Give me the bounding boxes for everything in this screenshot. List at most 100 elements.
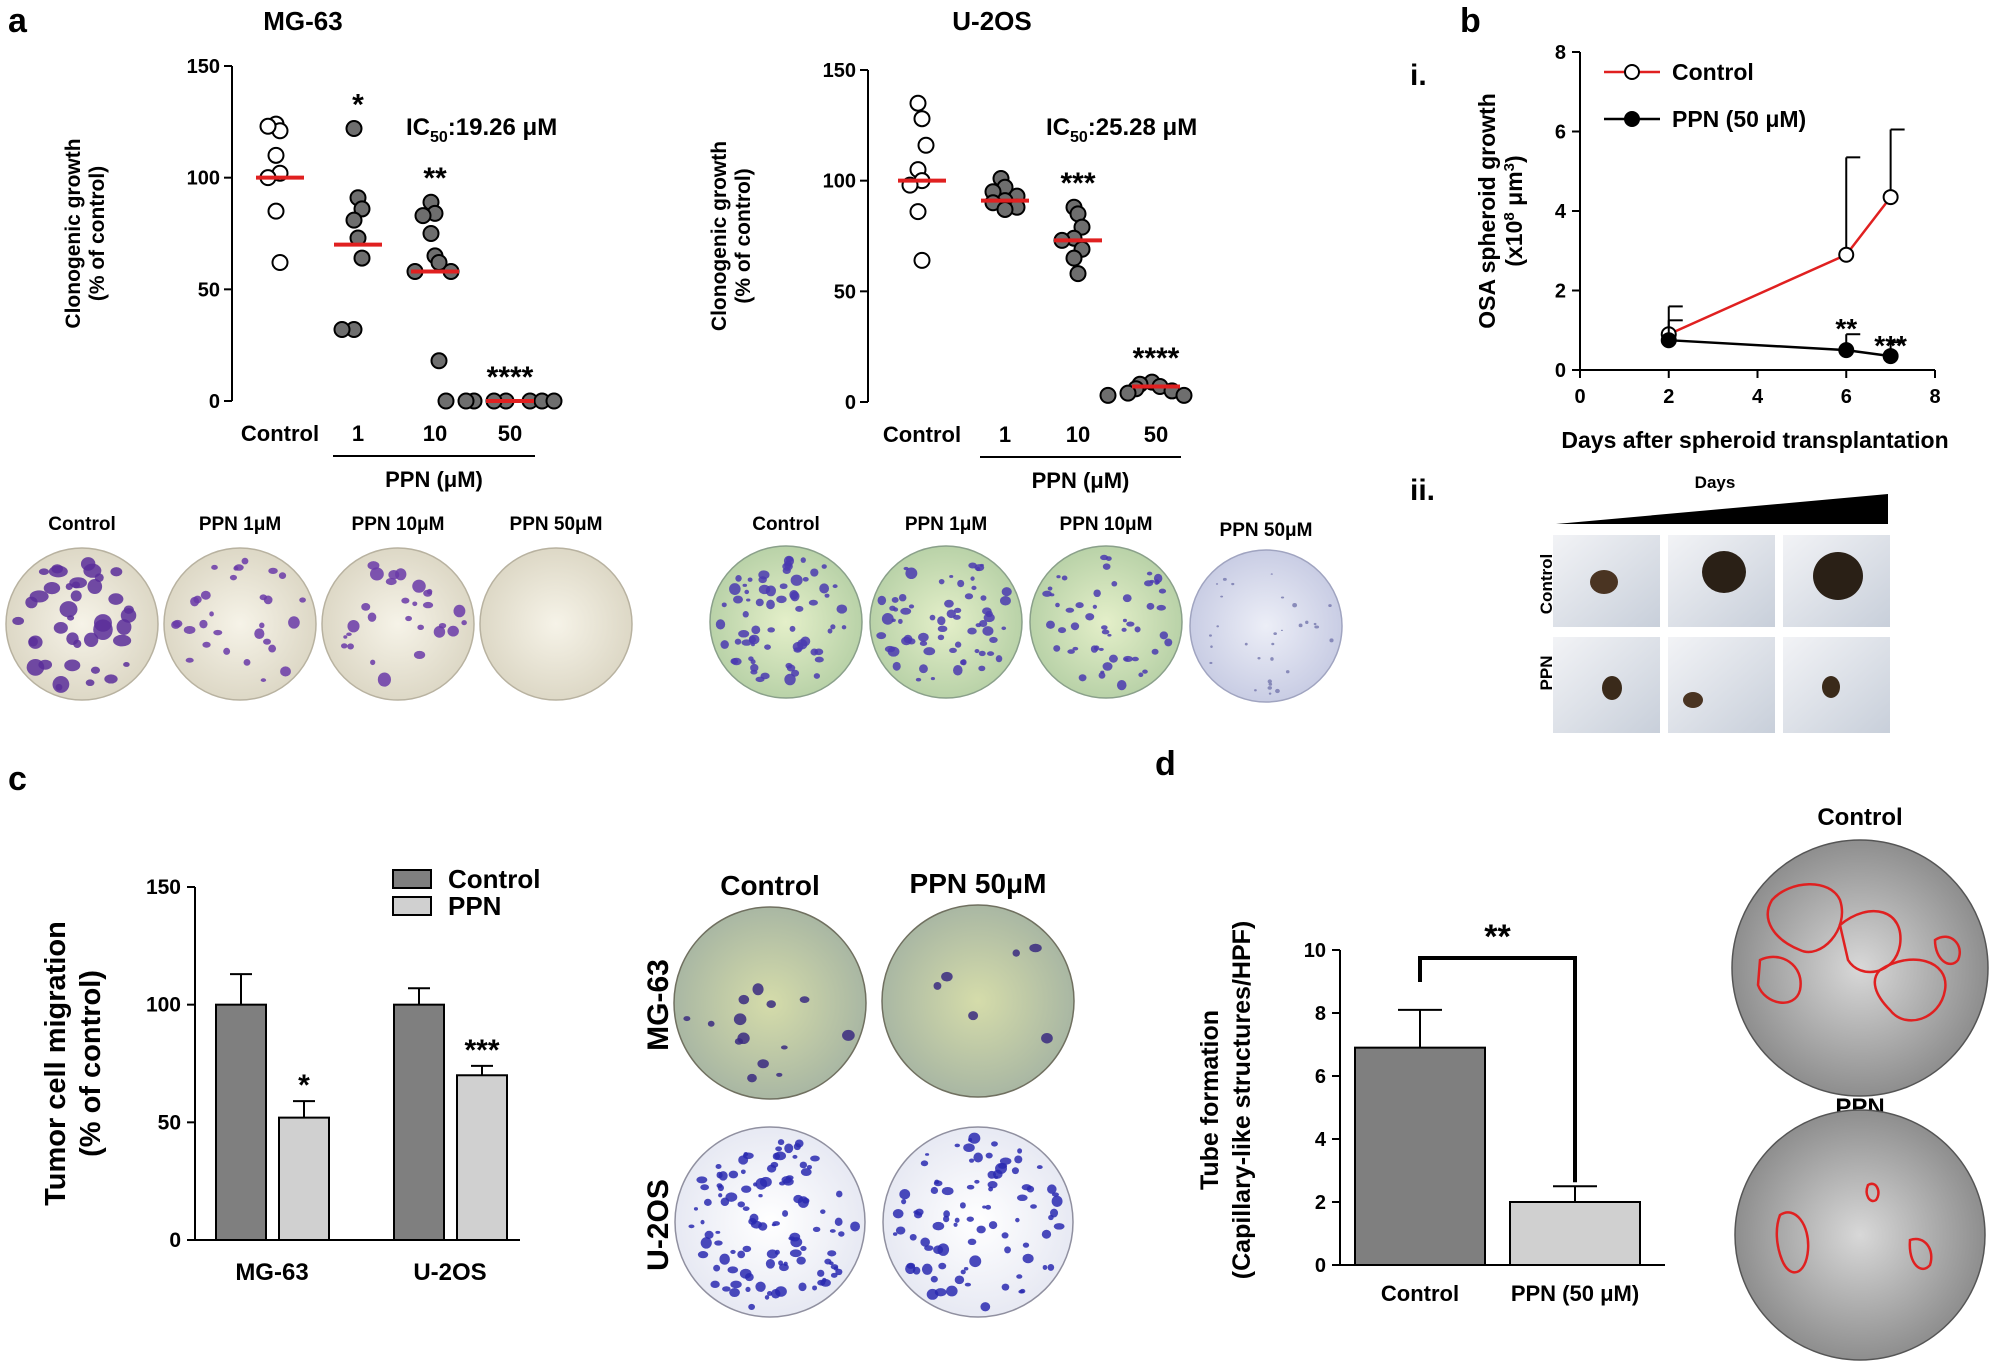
stained-colony — [800, 557, 806, 563]
stained-colony — [172, 619, 183, 628]
spheroid-row-label-ppn: PPN — [1537, 656, 1556, 691]
stained-colony — [280, 666, 291, 677]
stained-colony — [185, 657, 194, 663]
data-point — [1882, 189, 1899, 206]
stained-colony — [209, 611, 214, 617]
stained-colony — [898, 618, 903, 624]
y-tick-label: 4 — [1315, 1129, 1327, 1151]
stained-colony — [758, 1194, 763, 1198]
stained-colony — [755, 676, 765, 683]
stained-colony — [980, 595, 987, 601]
stained-colony — [721, 602, 727, 608]
panel-b-i-label: i. — [1410, 59, 1427, 92]
x-tick-label: 0 — [1574, 386, 1585, 408]
spheroid-growth-chart: 0 2 4 6 8 0 2 4 6 8 Days after spheroid transplant… — [1474, 42, 1949, 453]
stained-colony — [934, 1288, 947, 1297]
spheroid-row-label-control: Control — [1537, 554, 1556, 614]
stained-colony — [347, 619, 360, 633]
stained-colony — [841, 625, 847, 630]
stained-colony — [1271, 642, 1275, 646]
data-point — [437, 392, 455, 410]
stained-colony — [954, 641, 962, 648]
stained-colony — [750, 663, 759, 672]
spheroid-blob — [1602, 676, 1622, 700]
stained-colony — [980, 1302, 991, 1312]
mg63-dish-label-ppn50: PPN 50μM — [510, 514, 603, 535]
x-tick-label: Control — [883, 422, 961, 447]
stained-colony — [946, 609, 956, 619]
data-point — [353, 200, 371, 218]
stained-colony — [1146, 602, 1155, 610]
series-line — [1668, 338, 1891, 358]
stained-colony — [1065, 607, 1075, 613]
stained-colony — [933, 982, 942, 990]
y-tick-label: 150 — [187, 56, 220, 78]
stained-colony — [752, 983, 764, 996]
stained-colony — [1042, 590, 1052, 597]
stained-colony — [995, 655, 1003, 663]
y-tick-label: 100 — [146, 994, 181, 1017]
stained-colony — [914, 1211, 923, 1219]
x-tick-label: 1 — [352, 421, 364, 446]
stained-colony — [1257, 657, 1261, 660]
tube-outline — [1766, 883, 1844, 954]
stained-colony — [790, 574, 803, 586]
stained-colony — [426, 588, 433, 595]
stained-colony — [824, 593, 830, 598]
stained-colony — [976, 1225, 986, 1234]
migration-row-u2os: U-2OS — [642, 1179, 675, 1271]
stained-colony — [999, 595, 1011, 606]
stained-colony — [799, 1161, 808, 1169]
stained-colony — [887, 646, 900, 657]
stained-colony — [697, 1251, 709, 1259]
stained-colony — [1041, 1229, 1052, 1239]
x-tick-label: 10 — [423, 421, 447, 446]
stained-colony — [918, 632, 929, 642]
stained-colony — [1016, 1194, 1028, 1202]
data-point — [909, 94, 927, 112]
stained-colony — [1049, 593, 1055, 597]
stained-colony — [1105, 556, 1112, 562]
stained-colony — [741, 1185, 752, 1193]
stained-colony — [1053, 645, 1061, 652]
stained-colony — [1267, 686, 1273, 690]
stained-colony — [954, 1275, 965, 1285]
stained-colony — [937, 1243, 950, 1256]
stained-colony — [919, 640, 928, 646]
stained-colony — [1314, 625, 1320, 629]
stained-colony — [1047, 586, 1053, 591]
stained-colony — [973, 1152, 983, 1163]
y-axis-label: Tumor cell migration — [40, 921, 72, 1206]
stained-colony — [85, 679, 95, 687]
stained-colony — [433, 626, 446, 638]
stained-colony — [1270, 573, 1273, 575]
stained-colony — [800, 1168, 812, 1177]
stained-colony — [953, 665, 963, 676]
stained-colony — [243, 658, 251, 666]
stained-colony — [120, 608, 137, 623]
y-tick-label: 4 — [1555, 201, 1567, 223]
stained-colony — [905, 567, 918, 580]
stained-colony — [200, 590, 211, 600]
stained-colony — [987, 1181, 998, 1189]
stained-colony — [750, 659, 756, 665]
stained-colony — [714, 1240, 723, 1246]
stained-colony — [774, 1249, 780, 1255]
stained-colony — [727, 1266, 739, 1274]
data-point — [1660, 332, 1677, 349]
significance-stars: ** — [1484, 918, 1511, 956]
stained-colony — [789, 1249, 802, 1258]
stained-colony — [892, 1232, 898, 1236]
stained-colony — [722, 1286, 731, 1292]
stained-colony — [1131, 656, 1139, 662]
stained-colony — [1231, 582, 1235, 586]
y-tick-label: 150 — [146, 876, 181, 899]
tube-title-control: Control — [1817, 804, 1902, 831]
legend-marker — [1624, 111, 1640, 127]
tube-image-column: Control PPN — [1731, 804, 1989, 1361]
stained-colony — [1254, 689, 1257, 692]
stained-colony — [920, 1237, 930, 1247]
stained-colony — [1149, 579, 1155, 584]
data-point — [353, 249, 371, 267]
u2os-dish-ppn50 — [1189, 549, 1343, 703]
